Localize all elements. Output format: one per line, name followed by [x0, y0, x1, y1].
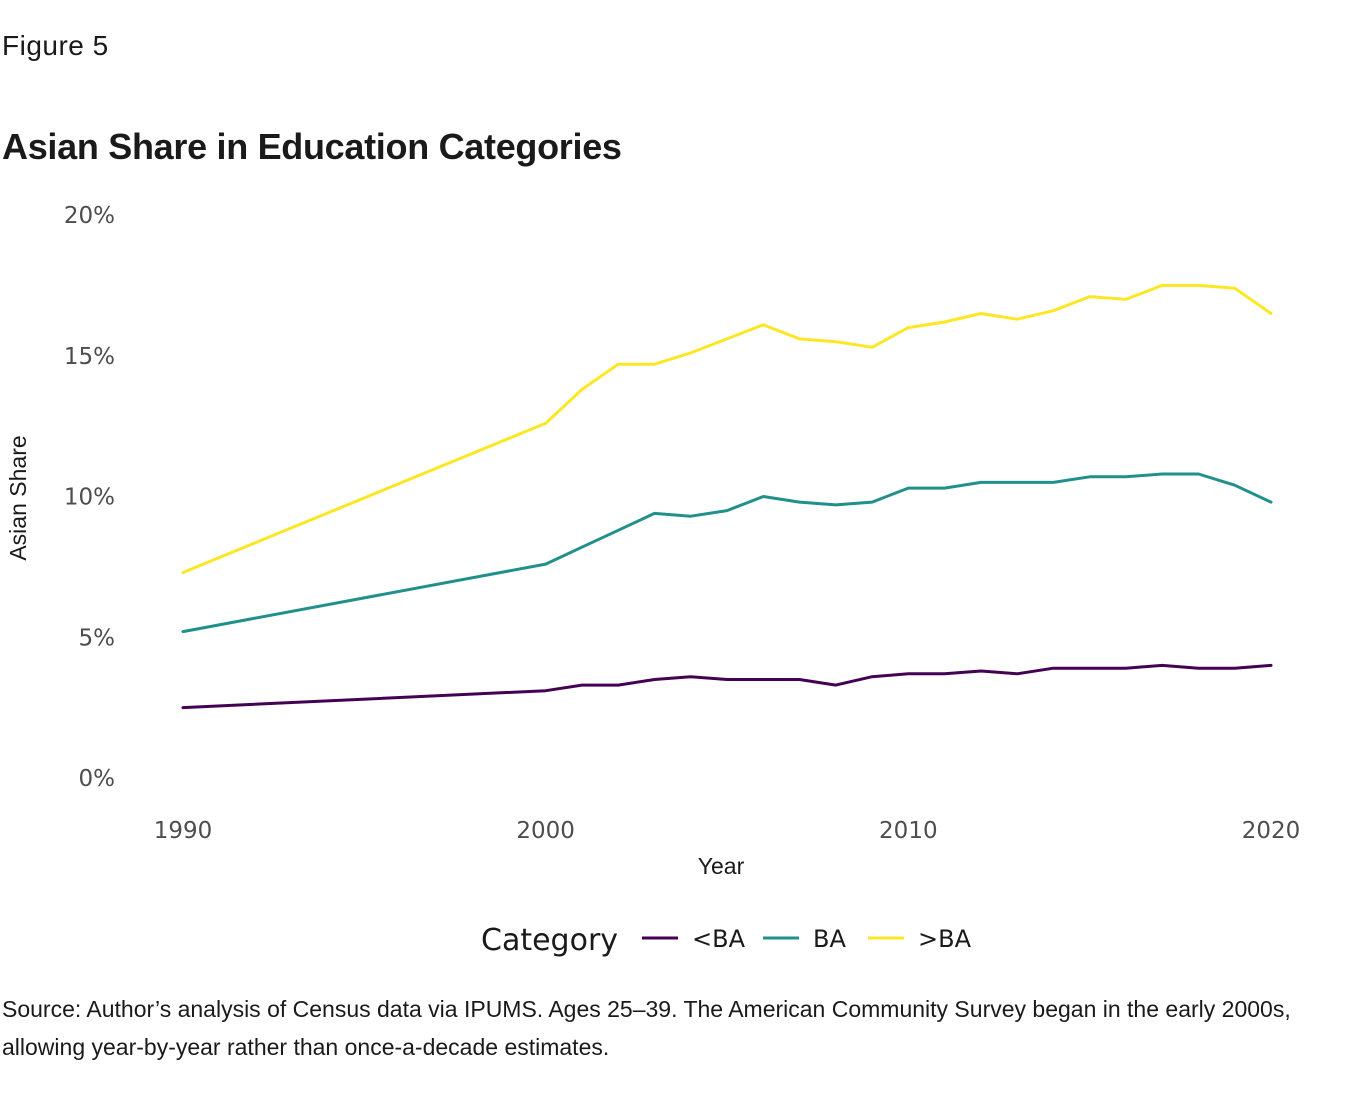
- y-tick-label: 10%: [64, 485, 115, 511]
- y-axis-label: Asian Share: [5, 435, 31, 560]
- y-tick-label: 5%: [79, 625, 116, 651]
- figure-label: Figure 5: [2, 30, 109, 61]
- x-tick-label: 2020: [1242, 818, 1301, 844]
- y-axis-ticks: 0% 5% 10% 15% 20%: [64, 203, 115, 792]
- x-tick-label: 1990: [154, 818, 213, 844]
- x-tick-label: 2010: [879, 818, 938, 844]
- chart-title: Asian Share in Education Categories: [2, 126, 622, 167]
- series-line-2: [181, 283, 1273, 574]
- series-line-1: [181, 472, 1273, 634]
- legend-title: Category: [481, 923, 618, 958]
- legend-label-2: >BA: [918, 925, 972, 953]
- y-tick-label: 0%: [79, 766, 116, 792]
- line-chart: 0% 5% 10% 15% 20% 1990 2000 2010 2020 Asian Sha…: [5, 203, 1301, 958]
- legend: Category <BA BA >BA: [481, 923, 972, 958]
- series-lines: [181, 283, 1273, 710]
- y-tick-label: 15%: [64, 344, 115, 370]
- source-note: Source: Author’s analysis of Census data…: [2, 996, 1291, 1060]
- series-line-0: [181, 663, 1273, 710]
- legend-label-0: <BA: [692, 925, 746, 953]
- x-tick-label: 2000: [516, 818, 575, 844]
- y-tick-label: 20%: [64, 203, 115, 229]
- x-axis-label: Year: [698, 853, 745, 879]
- legend-label-1: BA: [813, 925, 846, 953]
- x-axis-ticks: 1990 2000 2010 2020: [154, 818, 1301, 844]
